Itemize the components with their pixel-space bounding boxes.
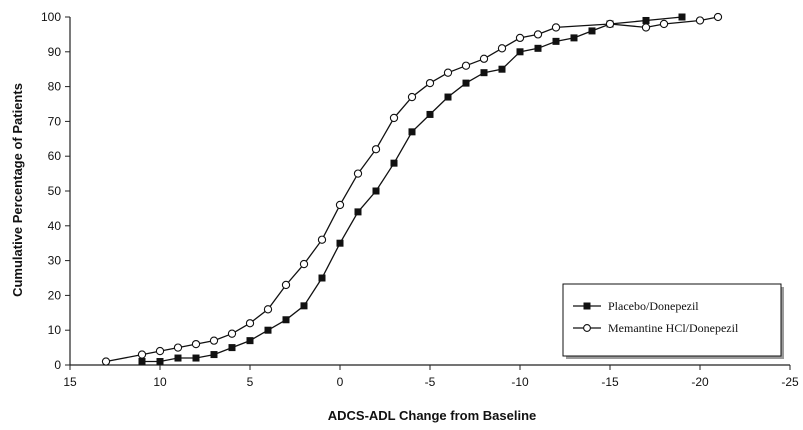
data-point-circle bbox=[227, 329, 237, 338]
data-point-circle bbox=[533, 30, 543, 39]
data-point-square bbox=[516, 48, 524, 56]
y-tick-label: 20 bbox=[48, 288, 62, 302]
series-2 bbox=[101, 12, 723, 366]
x-tick-label: 5 bbox=[247, 375, 254, 389]
y-tick-label: 70 bbox=[48, 114, 62, 128]
legend-entry-label: Memantine HCl/Donepezil bbox=[608, 321, 739, 335]
data-point-circle bbox=[695, 16, 705, 25]
data-point-circle bbox=[551, 23, 561, 32]
y-tick-label: 50 bbox=[48, 184, 62, 198]
data-point-circle bbox=[155, 346, 165, 356]
data-point-square bbox=[228, 344, 236, 352]
legend-swatch-square bbox=[583, 302, 591, 310]
data-point-square bbox=[192, 354, 200, 362]
data-point-square bbox=[246, 337, 254, 345]
data-point-circle bbox=[299, 259, 309, 269]
x-tick-label: 10 bbox=[153, 375, 167, 389]
data-point-circle bbox=[425, 78, 435, 88]
data-point-square bbox=[156, 358, 164, 366]
y-tick-label: 0 bbox=[54, 358, 61, 372]
data-point-square bbox=[426, 110, 434, 118]
data-point-circle bbox=[317, 235, 327, 244]
legend-entry-label: Placebo/Donepezil bbox=[608, 299, 699, 313]
legend-swatch-circle bbox=[583, 324, 591, 332]
data-point-square bbox=[138, 358, 146, 366]
x-tick-label: -25 bbox=[781, 375, 799, 389]
data-point-square bbox=[444, 93, 452, 101]
data-point-circle bbox=[353, 169, 363, 178]
x-tick-label: -20 bbox=[691, 375, 709, 389]
data-point-square bbox=[300, 302, 308, 310]
x-tick-label: -5 bbox=[425, 375, 436, 389]
data-point-circle bbox=[605, 19, 615, 29]
y-tick-label: 90 bbox=[48, 45, 62, 59]
data-point-square bbox=[588, 27, 596, 35]
data-point-circle bbox=[245, 319, 255, 328]
x-tick-label: -15 bbox=[601, 375, 619, 389]
data-point-circle bbox=[443, 68, 453, 77]
data-point-circle bbox=[209, 336, 219, 345]
data-point-circle bbox=[461, 61, 471, 70]
x-tick-label: -10 bbox=[511, 375, 529, 389]
data-point-square bbox=[642, 16, 650, 24]
x-tick-label: 0 bbox=[337, 375, 344, 389]
y-tick-label: 30 bbox=[48, 254, 62, 268]
y-tick-label: 10 bbox=[48, 323, 62, 337]
y-tick-label: 80 bbox=[48, 80, 62, 94]
y-tick-label: 100 bbox=[41, 10, 61, 24]
data-point-square bbox=[210, 351, 218, 359]
data-point-circle bbox=[371, 145, 381, 154]
x-axis-label: ADCS-ADL Change from Baseline bbox=[328, 408, 537, 423]
data-point-square bbox=[372, 187, 380, 195]
data-point-circle bbox=[263, 305, 273, 314]
data-point-square bbox=[318, 274, 326, 282]
data-point-circle bbox=[101, 357, 111, 366]
data-point-square bbox=[390, 159, 398, 167]
data-point-square bbox=[462, 79, 470, 87]
data-point-circle bbox=[335, 200, 345, 210]
data-point-circle bbox=[407, 92, 417, 102]
data-point-circle bbox=[137, 350, 147, 359]
data-point-square bbox=[552, 37, 560, 45]
y-axis-label: Cumulative Percentage of Patients bbox=[10, 83, 25, 297]
legend-box bbox=[562, 283, 782, 357]
x-tick-label: 15 bbox=[63, 375, 77, 389]
data-point-circle bbox=[515, 33, 525, 43]
data-point-square bbox=[174, 354, 182, 362]
data-point-circle bbox=[497, 44, 507, 53]
data-point-circle bbox=[713, 12, 723, 22]
data-point-square bbox=[570, 34, 578, 42]
y-tick-label: 60 bbox=[48, 149, 62, 163]
data-point-circle bbox=[173, 343, 183, 352]
data-point-square bbox=[534, 44, 542, 52]
data-point-square bbox=[498, 65, 506, 73]
y-tick-label: 40 bbox=[48, 219, 62, 233]
data-point-square bbox=[354, 208, 362, 216]
data-point-square bbox=[336, 239, 344, 247]
data-point-square bbox=[678, 13, 686, 21]
chart-legend: Placebo/Donepezil Memantine HCl/Donepezil bbox=[562, 283, 784, 359]
data-point-square bbox=[480, 69, 488, 77]
data-point-circle bbox=[641, 23, 651, 32]
chart-series bbox=[101, 12, 723, 366]
data-point-circle bbox=[479, 54, 489, 63]
data-point-circle bbox=[389, 113, 399, 123]
data-point-circle bbox=[191, 339, 201, 349]
data-point-square bbox=[282, 316, 290, 324]
data-point-circle bbox=[281, 280, 291, 290]
data-point-circle bbox=[659, 19, 669, 29]
data-point-square bbox=[408, 128, 416, 136]
data-point-square bbox=[264, 326, 272, 334]
